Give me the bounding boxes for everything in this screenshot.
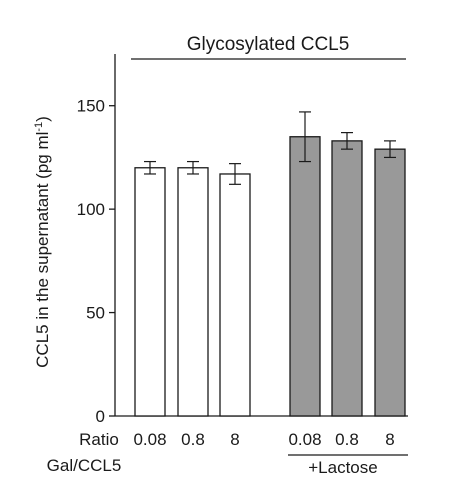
chart-title: Glycosylated CCL5: [187, 34, 350, 55]
y-tick-label: 150: [77, 97, 105, 116]
y-ticks: 0 50 100 150: [77, 97, 115, 426]
x-tick-label: 0.8: [181, 430, 205, 449]
ratio-row-label: Ratio: [79, 430, 119, 449]
gal-ccl5-row-label: Gal/CCL5: [47, 456, 122, 475]
y-axis-label: CCL5 in the supernatant (pg ml-1): [33, 116, 52, 368]
bars: [134, 111, 406, 417]
bar: [134, 167, 166, 417]
y-tick-label: 50: [86, 304, 105, 323]
x-tick-label: 8: [230, 430, 239, 449]
bar: [374, 148, 406, 417]
x-tick-label: 0.08: [288, 430, 321, 449]
x-tick-label: 0.08: [133, 430, 166, 449]
y-tick-label: 100: [77, 200, 105, 219]
x-tick-label: 8: [385, 430, 394, 449]
bar: [289, 136, 321, 417]
y-tick-label: 0: [96, 407, 105, 426]
x-tick-labels: 0.08 0.8 8 0.08 0.8 8: [133, 430, 394, 449]
x-tick-label: 0.8: [335, 430, 359, 449]
bar: [331, 140, 363, 417]
lactose-group-label: +Lactose: [308, 458, 377, 477]
bar: [219, 173, 251, 417]
bar: [177, 167, 209, 417]
